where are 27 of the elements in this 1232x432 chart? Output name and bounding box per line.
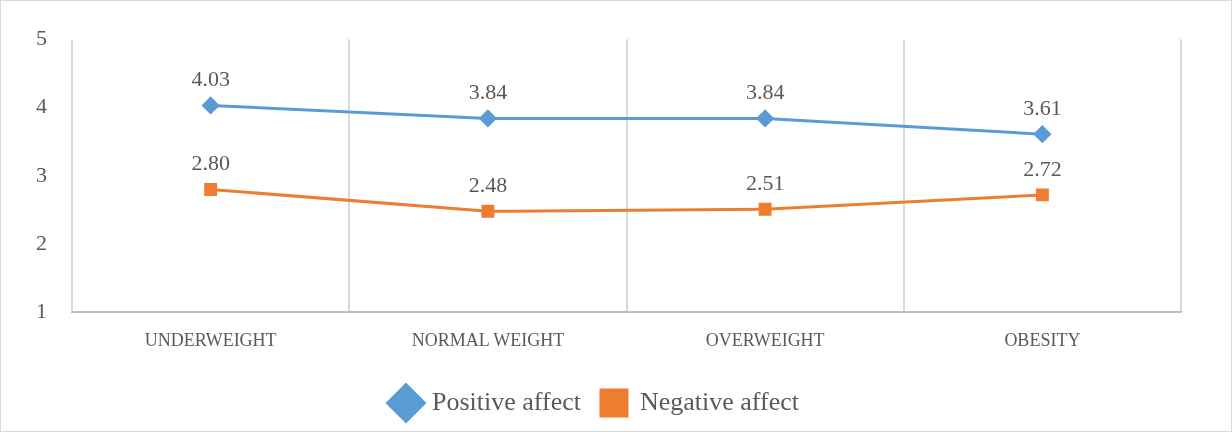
data-label: 3.61 xyxy=(1023,94,1062,120)
data-label: 3.84 xyxy=(745,79,785,105)
point xyxy=(1035,188,1049,202)
data-label: 2.48 xyxy=(468,172,508,198)
point xyxy=(481,204,495,218)
point xyxy=(758,202,772,216)
point xyxy=(202,96,220,114)
x-tick-label: OVERWEIGHT xyxy=(705,329,825,350)
y-tick-label: 1 xyxy=(36,298,47,324)
x-tick-label: UNDERWEIGHT xyxy=(144,329,277,350)
data-label: 4.03 xyxy=(191,66,230,92)
y-tick-label: 5 xyxy=(36,24,47,50)
point xyxy=(1033,125,1051,143)
point xyxy=(204,183,218,196)
data-label: 2.72 xyxy=(1023,155,1062,181)
y-tick-label: 2 xyxy=(36,229,47,255)
y-tick-label: 3 xyxy=(36,161,47,187)
x-tick-label: NORMAL WEIGHT xyxy=(411,329,565,350)
data-label: 3.84 xyxy=(468,79,508,105)
legend-label: Negative affect xyxy=(639,386,800,416)
point xyxy=(756,109,774,127)
legend-label: Positive affect xyxy=(431,386,582,416)
y-tick-label: 4 xyxy=(36,93,47,119)
point xyxy=(479,109,497,127)
data-label: 2.51 xyxy=(745,170,785,196)
data-label: 2.80 xyxy=(191,150,230,176)
x-tick-label: OBESITY xyxy=(1004,329,1081,350)
